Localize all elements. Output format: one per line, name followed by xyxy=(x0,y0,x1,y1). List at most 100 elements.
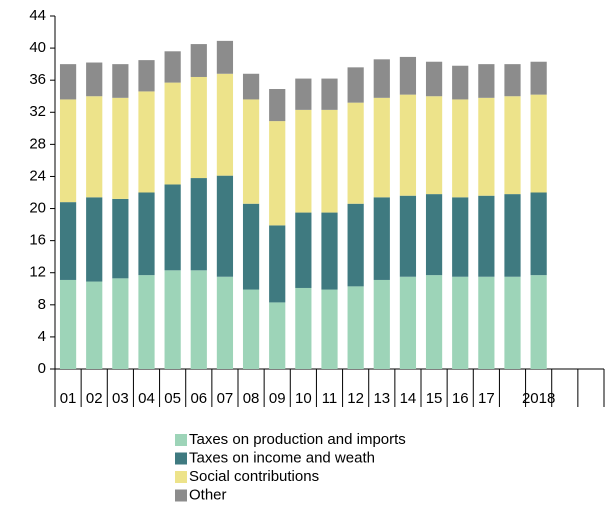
bar-segment xyxy=(373,97,390,198)
y-tick-label: 44 xyxy=(29,7,46,24)
x-tick-label: 01 xyxy=(60,390,77,407)
x-tick-label: 05 xyxy=(164,390,181,407)
bar-segment xyxy=(504,276,521,369)
bar-segment xyxy=(138,60,155,92)
y-tick-label: 4 xyxy=(38,328,46,345)
x-tick-label: 03 xyxy=(112,390,129,407)
bar-segment xyxy=(373,59,390,98)
bar-segment xyxy=(242,73,260,100)
bar-segment xyxy=(399,195,417,277)
x-tick-label: 2018 xyxy=(522,390,555,407)
y-tick-label: 12 xyxy=(29,264,46,281)
bar-segment xyxy=(164,82,181,185)
bar-segment xyxy=(59,279,77,369)
bar-segment xyxy=(242,289,260,369)
bar-segment xyxy=(86,62,103,97)
x-tick-label: 14 xyxy=(400,390,417,407)
bar-segment xyxy=(59,202,77,280)
y-tick-label: 36 xyxy=(29,71,46,88)
bar-segment xyxy=(86,96,103,198)
bar-segment xyxy=(321,212,338,290)
bar-segment xyxy=(242,203,260,290)
bar-segment xyxy=(504,64,521,97)
bar-segment xyxy=(373,279,390,369)
y-tick-label: 28 xyxy=(29,135,46,152)
x-tick-label: 08 xyxy=(243,390,260,407)
bar-segment xyxy=(478,97,495,196)
legend-label: Taxes on production and imports xyxy=(189,431,406,448)
bar-segment xyxy=(425,275,443,369)
bar-segment xyxy=(112,64,129,98)
x-tick-label: 06 xyxy=(190,390,207,407)
bar-segment xyxy=(138,275,155,369)
x-tick-label: 09 xyxy=(269,390,286,407)
bar-segment xyxy=(347,102,364,204)
bar-segment xyxy=(295,78,312,110)
bar-segment xyxy=(295,109,312,213)
bar-segment xyxy=(86,281,103,369)
bar-segment xyxy=(190,44,207,77)
legend-swatch xyxy=(175,434,187,446)
bar-segment xyxy=(164,184,181,271)
x-tick-label: 16 xyxy=(452,390,469,407)
bar-segment xyxy=(190,178,207,271)
legend-label: Social contributions xyxy=(189,468,319,485)
x-tick-label: 17 xyxy=(478,390,495,407)
legend-swatch xyxy=(175,489,187,502)
bar-segment xyxy=(425,61,443,97)
bar-segment xyxy=(347,67,364,103)
bar-segment xyxy=(504,194,521,277)
x-tick-label: 10 xyxy=(295,390,312,407)
bar-segment xyxy=(530,275,547,369)
bar-segment xyxy=(452,276,469,369)
x-tick-label: 15 xyxy=(426,390,443,407)
bar-segment xyxy=(399,276,417,369)
y-tick-label: 8 xyxy=(38,296,46,313)
bar-segment xyxy=(138,91,155,193)
bar-segment xyxy=(425,194,443,276)
bar-segment xyxy=(59,64,77,100)
bar-segment xyxy=(216,73,234,176)
bar-segment xyxy=(295,212,312,288)
bar-segment xyxy=(347,286,364,369)
bar-segment xyxy=(425,96,443,195)
bar-segment xyxy=(504,96,521,195)
legend-label: Taxes on income and weath xyxy=(189,449,375,466)
bar-segment xyxy=(190,270,207,369)
bar-segment xyxy=(347,203,364,287)
x-tick-label: 12 xyxy=(347,390,364,407)
bar-segment xyxy=(452,197,469,277)
bar-segment xyxy=(59,99,77,203)
bar-segment xyxy=(295,287,312,369)
bar-segment xyxy=(452,99,469,198)
y-tick-label: 24 xyxy=(29,167,46,184)
bar-segment xyxy=(478,195,495,277)
bar-segment xyxy=(373,197,390,280)
x-tick-label: 11 xyxy=(322,390,338,407)
bar-segment xyxy=(190,76,207,179)
y-tick-label: 40 xyxy=(29,39,46,56)
bar-segment xyxy=(138,192,155,276)
bar-segment xyxy=(530,61,547,95)
bar-segment xyxy=(269,225,286,303)
bar-segment xyxy=(216,40,234,74)
bar-segment xyxy=(321,109,338,213)
bar-segment xyxy=(216,276,234,369)
x-tick-label: 04 xyxy=(138,390,155,407)
bar-segment xyxy=(112,97,129,199)
y-tick-label: 20 xyxy=(29,200,46,217)
bar-segment xyxy=(269,302,286,369)
x-tick-label: 07 xyxy=(217,390,234,407)
bar-segment xyxy=(216,175,234,277)
bar-segment xyxy=(112,198,129,279)
bar-segment xyxy=(164,51,181,83)
y-tick-label: 32 xyxy=(29,103,46,120)
bar-segment xyxy=(269,121,286,226)
bar-segment xyxy=(269,89,286,122)
bar-segment xyxy=(164,270,181,369)
bar-segment xyxy=(478,276,495,369)
legend-swatch xyxy=(175,471,187,483)
bar-segment xyxy=(321,78,338,110)
bar-segment xyxy=(399,94,417,196)
